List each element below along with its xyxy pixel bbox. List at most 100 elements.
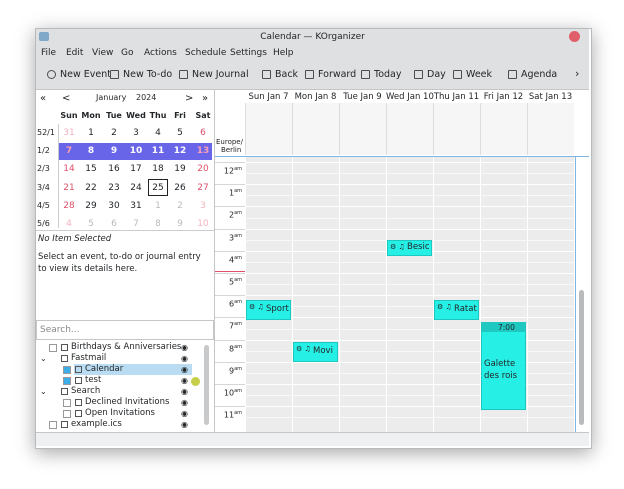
calendar-day[interactable]: 15 <box>85 164 97 175</box>
calendar-day[interactable]: 8 <box>87 146 95 157</box>
day-column[interactable] <box>339 157 386 432</box>
day-header[interactable]: Sat Jan 13 <box>528 92 573 102</box>
calendar-day[interactable]: 16 <box>108 164 120 175</box>
calendar-day[interactable]: 4 <box>155 128 161 138</box>
calendar-day[interactable]: 19 <box>174 164 186 175</box>
calendar-day[interactable]: 1 <box>88 128 94 138</box>
calendar-day[interactable]: 6 <box>111 219 117 229</box>
menu-item[interactable]: Edit <box>66 48 84 58</box>
calendar-nav[interactable]: January <box>96 93 127 102</box>
tree-item[interactable]: Fastmail <box>71 353 107 363</box>
event[interactable] <box>434 299 479 320</box>
calendar-day[interactable]: 20 <box>197 164 209 175</box>
calendar-day[interactable]: 23 <box>108 182 120 193</box>
event[interactable] <box>387 239 432 256</box>
tree-item[interactable]: Birthdays & Anniversaries <box>71 342 182 352</box>
tree-checkbox[interactable] <box>49 344 57 352</box>
tree-item[interactable]: Search <box>71 386 101 396</box>
event[interactable] <box>293 341 338 362</box>
calendar-day[interactable]: 26 <box>174 182 186 193</box>
toolbar-button[interactable]: Today <box>374 69 402 80</box>
calendar-day[interactable]: 24 <box>130 182 142 193</box>
tree-item[interactable]: example.ics <box>71 419 122 429</box>
tree-item[interactable]: test <box>85 375 102 385</box>
day-column[interactable] <box>433 157 480 432</box>
day-header[interactable]: Mon Jan 8 <box>294 92 337 102</box>
all-day-cell[interactable] <box>339 103 386 155</box>
all-day-cell[interactable] <box>245 103 292 155</box>
tree-checkbox[interactable] <box>63 366 71 374</box>
day-header[interactable]: Tue Jan 9 <box>343 92 382 102</box>
calendar-day[interactable]: 14 <box>63 164 75 175</box>
calendar-day[interactable]: 17 <box>130 164 142 175</box>
calendar-day[interactable]: 12 <box>173 146 187 157</box>
calendar-day[interactable]: 7 <box>65 146 73 157</box>
calendar-day[interactable]: 3 <box>200 200 206 211</box>
week-number[interactable]: 3/4 <box>37 182 50 192</box>
menu-item[interactable]: Schedule <box>185 48 227 58</box>
calendar-day[interactable]: 22 <box>85 182 97 193</box>
tree-checkbox[interactable] <box>63 399 71 407</box>
tree-item[interactable]: Declined Invitations <box>85 397 170 407</box>
menu-item[interactable]: Actions <box>144 48 177 58</box>
day-column[interactable] <box>245 157 292 432</box>
calendar-day[interactable]: 25 <box>148 178 168 196</box>
calendar-day[interactable]: 31 <box>130 200 142 211</box>
all-day-cell[interactable] <box>480 103 527 155</box>
calendar-day[interactable]: 10 <box>197 219 209 229</box>
calendar-day[interactable]: 11 <box>151 146 165 157</box>
day-column[interactable] <box>527 157 574 432</box>
toolbar-button[interactable]: Agenda <box>521 69 558 80</box>
tree-checkbox[interactable] <box>49 421 57 429</box>
calendar-day[interactable]: 13 <box>196 146 210 157</box>
calendar-day[interactable]: 9 <box>177 219 183 229</box>
tree-checkbox[interactable] <box>63 410 71 418</box>
calendar-day[interactable]: 10 <box>129 146 143 157</box>
all-day-cell[interactable] <box>433 103 480 155</box>
calendar-day[interactable]: 2 <box>177 200 183 211</box>
search-box[interactable] <box>36 320 214 340</box>
calendar-day[interactable]: 4 <box>66 219 72 229</box>
week-number[interactable]: 5/6 <box>37 219 50 228</box>
calendar-day[interactable]: 9 <box>110 146 118 157</box>
event[interactable] <box>481 321 526 410</box>
toolbar-button[interactable]: New Event <box>60 69 111 80</box>
calendar-day[interactable]: 18 <box>152 164 164 175</box>
toolbar-button[interactable]: Back <box>275 69 299 80</box>
menu-item[interactable]: Help <box>273 48 294 58</box>
week-number[interactable]: 2/3 <box>37 164 50 174</box>
toolbar-button[interactable]: Week <box>466 69 493 80</box>
calendar-nav[interactable]: » <box>202 93 209 104</box>
calendar-nav[interactable]: 2024 <box>136 93 157 102</box>
toolbar-button[interactable]: New To-do <box>123 69 173 80</box>
tree-item[interactable]: Calendar <box>85 364 124 374</box>
tree-item[interactable]: Open Invitations <box>85 408 155 418</box>
close-button[interactable] <box>569 31 580 42</box>
calendar-nav[interactable]: > <box>185 93 194 104</box>
calendar-day[interactable]: 5 <box>88 219 94 229</box>
calendar-day[interactable]: 1 <box>155 200 161 211</box>
calendar-day[interactable]: 2 <box>111 128 117 138</box>
menu-item[interactable]: Go <box>121 48 134 58</box>
day-header[interactable]: Wed Jan 10 <box>386 92 434 102</box>
calendar-day[interactable]: 8 <box>155 219 161 229</box>
tree-checkbox[interactable] <box>63 377 71 385</box>
calendar-day[interactable]: 3 <box>133 128 139 138</box>
calendar-day[interactable]: 27 <box>197 182 209 193</box>
all-day-cell[interactable] <box>386 103 433 155</box>
calendar-day[interactable]: 21 <box>63 182 75 193</box>
toolbar-button[interactable]: Day <box>427 69 446 80</box>
toolbar-button[interactable]: Forward <box>318 69 357 80</box>
event[interactable] <box>246 299 291 320</box>
menu-item[interactable]: View <box>92 48 114 58</box>
day-header[interactable]: Sun Jan 7 <box>248 92 289 102</box>
calendar-day[interactable]: 7 <box>133 219 139 229</box>
calendar-day[interactable]: 5 <box>177 128 183 138</box>
toolbar-button[interactable]: New Journal <box>192 69 249 80</box>
calendar-day[interactable]: 30 <box>108 200 120 211</box>
day-column[interactable] <box>386 157 433 432</box>
week-number[interactable]: 1/2 <box>37 146 50 156</box>
calendar-day[interactable]: 6 <box>200 128 206 138</box>
week-number[interactable]: 52/1 <box>37 128 55 137</box>
day-column[interactable] <box>292 157 339 432</box>
